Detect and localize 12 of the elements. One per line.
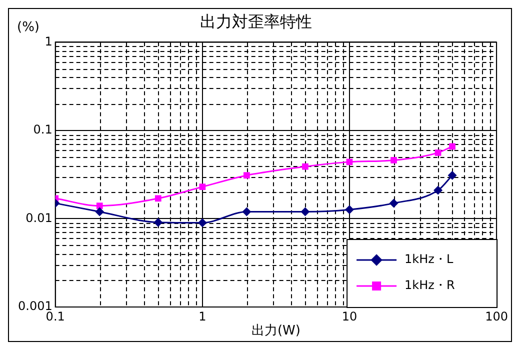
x-tick-label: 0.1 — [46, 309, 65, 324]
y-tick-label: 0.1 — [33, 122, 52, 137]
y-tick-label: 1 — [44, 34, 52, 48]
legend-label: 1kHz・L — [404, 252, 454, 266]
x-tick-label: 1 — [198, 309, 206, 324]
chart-title: 出力対歪率特性 — [200, 12, 312, 31]
y-axis-title: (%) — [17, 20, 40, 36]
y-tick-label: 0.01 — [26, 210, 52, 225]
x-tick-label: 10 — [342, 309, 358, 324]
x-axis-title: 出力(W) — [251, 324, 300, 339]
x-tick-label: 100 — [485, 309, 508, 324]
legend-label: 1kHz・R — [404, 278, 455, 292]
